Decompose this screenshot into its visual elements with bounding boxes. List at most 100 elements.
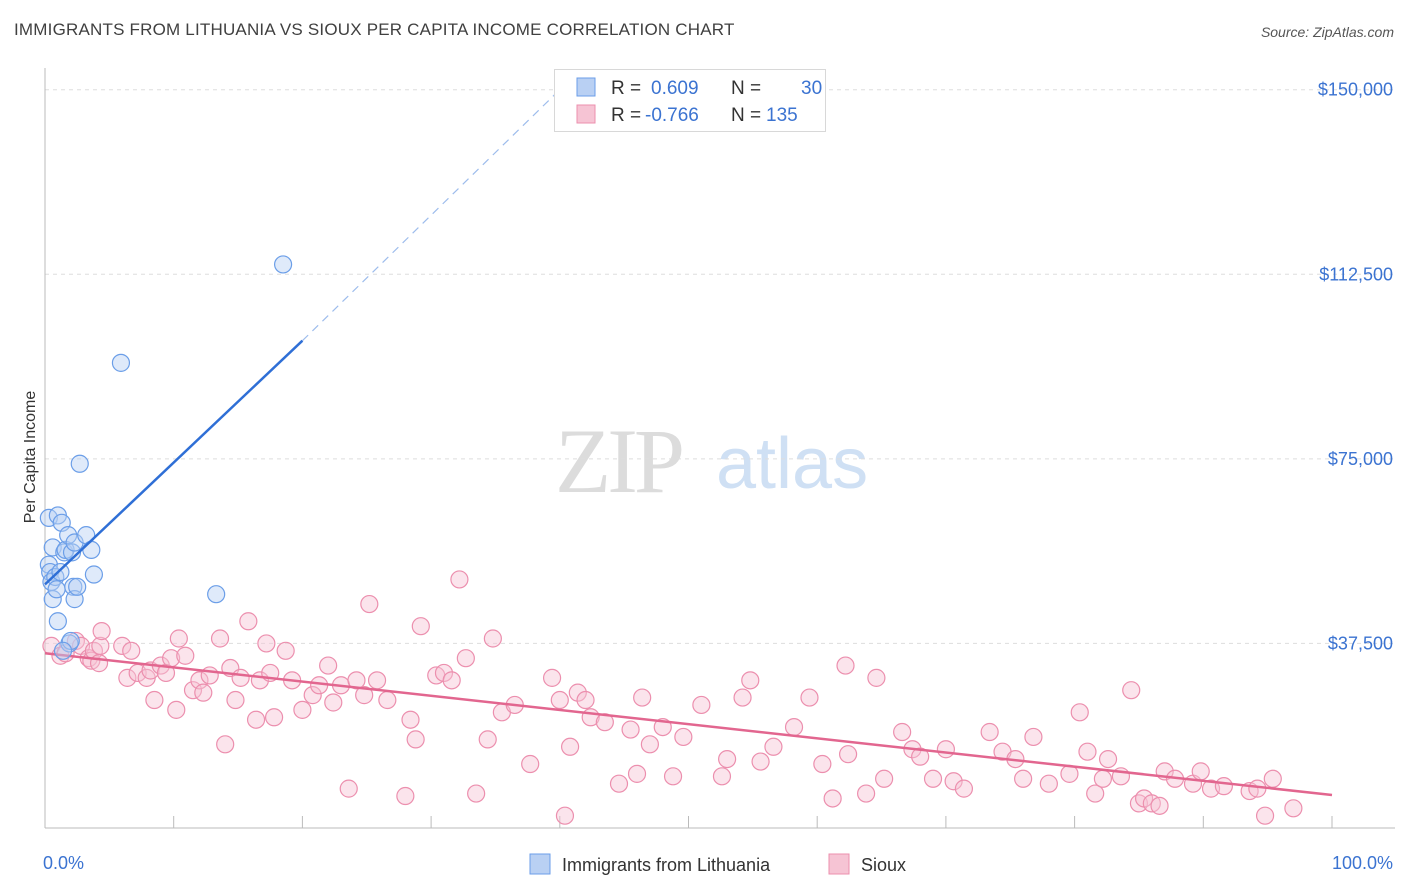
data-point <box>478 730 497 749</box>
y-axis-tick-labels: $37,500 $75,000 $112,500 $150,000 <box>1318 80 1393 654</box>
data-point <box>273 255 293 274</box>
data-point <box>257 634 276 653</box>
data-point <box>568 683 587 702</box>
watermark: ZIP atlas <box>555 410 868 512</box>
lithuania-trend-line <box>44 89 561 586</box>
data-point <box>367 671 387 690</box>
data-point <box>145 690 164 710</box>
data-point <box>718 749 737 769</box>
data-point <box>627 764 647 783</box>
data-point <box>542 668 562 687</box>
data-point <box>692 695 711 715</box>
data-point <box>813 754 832 774</box>
x-tick-label: 0.0% <box>43 853 84 873</box>
data-point <box>396 786 415 806</box>
x-tick-label: 100.0% <box>1332 853 1393 873</box>
data-point <box>355 686 374 705</box>
legend-n-label: N = <box>731 105 761 126</box>
data-point <box>47 580 66 599</box>
trend-line <box>44 652 1333 797</box>
trend-line <box>44 339 304 586</box>
data-point <box>411 617 430 636</box>
data-point <box>800 688 819 707</box>
data-point <box>442 671 461 690</box>
series-legend: Immigrants from Lithuania Sioux <box>0 853 1406 877</box>
data-point <box>867 668 886 687</box>
data-point <box>456 649 475 668</box>
data-point <box>857 784 876 803</box>
legend-swatch-sioux <box>576 104 596 124</box>
data-point <box>1284 799 1303 818</box>
y-tick-label: $112,500 <box>1319 264 1393 284</box>
legend-r-value: -0.766 <box>645 105 699 126</box>
series-name-sioux: Sioux <box>861 855 906 875</box>
data-point <box>61 631 80 651</box>
data-point <box>733 688 752 707</box>
data-point <box>246 710 266 729</box>
data-point <box>980 722 999 742</box>
data-point <box>633 688 652 707</box>
data-point <box>68 577 87 596</box>
data-point <box>91 636 110 655</box>
data-point <box>1086 784 1105 803</box>
data-point <box>1070 703 1089 722</box>
data-point <box>293 700 312 719</box>
data-point <box>836 656 855 675</box>
sioux-trend-line <box>44 652 1333 797</box>
data-point <box>1150 796 1169 815</box>
data-point <box>1122 681 1141 700</box>
watermark-atlas: atlas <box>716 424 868 504</box>
data-point <box>207 585 226 604</box>
source-note: Source: ZipAtlas.com <box>1260 24 1394 40</box>
axes <box>44 68 1395 829</box>
chart-title: IMMIGRANTS FROM LITHUANIA VS SIOUX PER C… <box>14 20 735 39</box>
data-point <box>550 690 569 710</box>
data-point <box>576 690 595 710</box>
x-axis-tick-labels: 0.0% 100.0% <box>43 853 1393 873</box>
data-point <box>712 767 732 786</box>
data-point <box>194 683 213 702</box>
y-axis-label: Per Capita Income <box>22 391 39 524</box>
data-point <box>764 737 783 756</box>
data-point <box>751 752 770 771</box>
legend-n-value: 135 <box>766 105 798 126</box>
legend-r-value: 0.609 <box>651 78 699 99</box>
data-point <box>48 612 67 631</box>
series-name-lithuania: Immigrants from Lithuania <box>562 855 771 875</box>
data-point <box>467 784 486 803</box>
data-point <box>741 671 760 690</box>
data-point <box>82 540 101 560</box>
data-point <box>1039 774 1058 793</box>
data-point <box>1078 742 1097 761</box>
data-point <box>875 769 894 788</box>
data-point <box>483 629 502 648</box>
data-point <box>954 779 974 798</box>
y-tick-label: $75,000 <box>1328 449 1393 469</box>
data-point <box>1098 749 1118 769</box>
data-point <box>609 774 629 793</box>
data-point <box>1255 806 1275 825</box>
data-point <box>113 636 132 655</box>
data-point <box>823 789 842 808</box>
data-point <box>450 570 469 589</box>
data-point <box>70 454 89 473</box>
data-point <box>663 767 683 786</box>
data-point <box>1024 727 1043 747</box>
data-point <box>406 730 425 749</box>
data-point <box>1093 769 1113 788</box>
data-point <box>231 668 250 687</box>
data-point <box>1129 794 1149 813</box>
data-point <box>621 720 640 739</box>
correlation-legend: R = 0.609 N = 30 R = -0.766 N = 135 <box>554 69 826 132</box>
data-point <box>838 745 858 764</box>
trend-line-extension <box>301 89 561 342</box>
data-point <box>936 740 956 759</box>
data-point <box>1263 769 1282 788</box>
data-point <box>239 612 258 631</box>
data-point <box>560 737 580 756</box>
data-point <box>555 806 575 825</box>
data-point <box>53 641 73 660</box>
data-point <box>324 693 343 712</box>
data-point <box>276 641 295 660</box>
data-point <box>92 622 111 641</box>
